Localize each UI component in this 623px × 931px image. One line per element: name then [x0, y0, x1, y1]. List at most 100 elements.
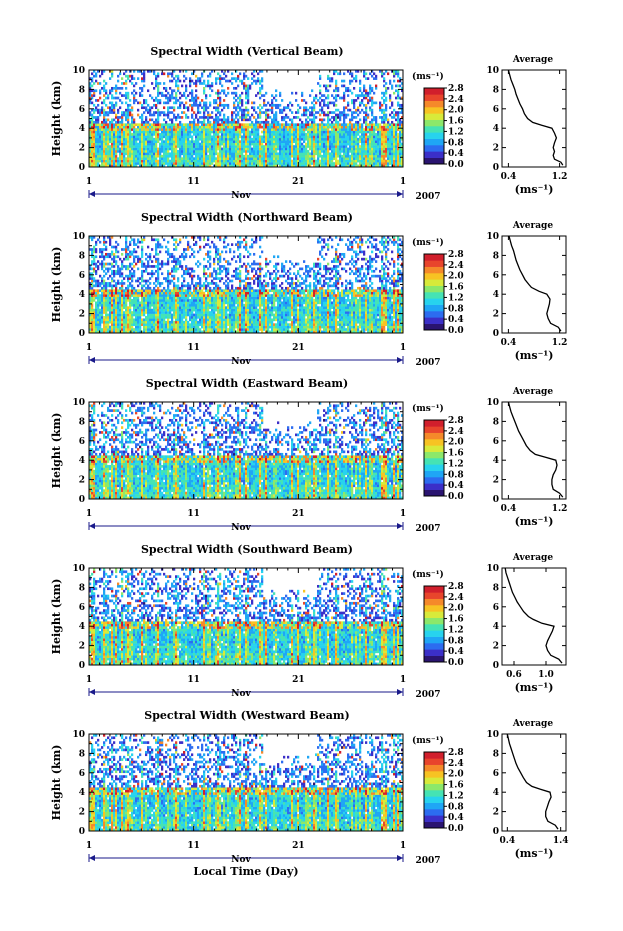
heatmap-cell — [161, 145, 163, 148]
heatmap-cell — [275, 104, 277, 107]
heatmap-cell — [103, 145, 105, 148]
heatmap-cell — [267, 131, 269, 134]
heatmap-cell — [219, 99, 221, 102]
heatmap-cell — [109, 121, 111, 124]
heatmap-cell — [127, 152, 129, 155]
heatmap-cell — [331, 150, 333, 153]
heatmap-cell — [251, 126, 253, 129]
heatmap-cell — [129, 328, 131, 331]
heatmap-cell — [117, 316, 119, 319]
heatmap-cell — [141, 251, 143, 254]
heatmap-cell — [219, 75, 221, 78]
heatmap-cell — [339, 133, 341, 136]
heatmap-cell — [367, 102, 369, 105]
heatmap-cell — [281, 99, 283, 102]
heatmap-cell — [173, 77, 175, 80]
heatmap-cell — [113, 255, 115, 258]
heatmap-cell — [371, 87, 373, 90]
heatmap-cell — [305, 157, 307, 160]
heatmap-cell — [137, 241, 139, 244]
heatmap-cell — [251, 114, 253, 117]
heatmap-cell — [123, 148, 125, 151]
heatmap-cell — [375, 140, 377, 143]
heatmap-cell — [127, 138, 129, 141]
heatmap-cell — [95, 128, 97, 131]
heatmap-cell — [123, 316, 125, 319]
heatmap-cell — [279, 138, 281, 141]
heatmap-cell — [387, 160, 389, 163]
heatmap-cell — [125, 318, 127, 321]
heatmap-cell — [307, 152, 309, 155]
heatmap-cell — [117, 111, 119, 114]
heatmap-cell — [177, 80, 179, 83]
heatmap-cell — [133, 321, 135, 324]
heatmap-cell — [181, 102, 183, 105]
heatmap-cell — [339, 97, 341, 100]
heatmap-cell — [305, 114, 307, 117]
heatmap-cell — [133, 275, 135, 278]
heatmap-cell — [241, 128, 243, 131]
heatmap-cell — [351, 80, 353, 83]
heatmap-cell — [159, 135, 161, 138]
heatmap-cell — [131, 323, 133, 326]
heatmap-cell — [335, 155, 337, 158]
heatmap-cell — [289, 131, 291, 134]
heatmap-cell — [143, 280, 145, 283]
heatmap-cell — [367, 152, 369, 155]
heatmap-cell — [141, 131, 143, 134]
heatmap-cell — [213, 143, 215, 146]
heatmap-cell — [289, 148, 291, 151]
heatmap-cell — [115, 241, 117, 244]
heatmap-cell — [215, 148, 217, 151]
heatmap-cell — [285, 133, 287, 136]
heatmap-cell — [105, 119, 107, 122]
heatmap-cell — [139, 152, 141, 155]
heatmap-cell — [143, 263, 145, 266]
heatmap-cell — [125, 128, 127, 131]
heatmap-cell — [223, 152, 225, 155]
heatmap-cell — [241, 160, 243, 163]
heatmap-cell — [131, 126, 133, 129]
heatmap-cell — [371, 111, 373, 114]
heatmap-cell — [111, 246, 113, 249]
heatmap-cell — [91, 287, 93, 290]
heatmap-cell — [321, 94, 323, 97]
heatmap-cell — [249, 152, 251, 155]
heatmap-cell — [137, 260, 139, 263]
heatmap-cell — [247, 102, 249, 105]
heatmap-cell — [149, 138, 151, 141]
heatmap-cell — [367, 140, 369, 143]
heatmap-cell — [327, 116, 329, 119]
heatmap-cell — [271, 123, 273, 126]
heatmap-cell — [171, 111, 173, 114]
heatmap-cell — [349, 126, 351, 129]
heatmap-cell — [289, 133, 291, 136]
heatmap-cell — [157, 138, 159, 141]
heatmap-cell — [327, 133, 329, 136]
heatmap-cell — [241, 148, 243, 151]
heatmap-cell — [183, 162, 185, 165]
heatmap-cell — [99, 285, 101, 288]
heatmap-cell — [111, 140, 113, 143]
heatmap-cell — [115, 155, 117, 158]
heatmap-cell — [311, 143, 313, 146]
heatmap-cell — [313, 135, 315, 138]
heatmap-cell — [221, 126, 223, 129]
heatmap-cell — [333, 133, 335, 136]
heatmap-cell — [231, 72, 233, 75]
heatmap-cell — [99, 314, 101, 317]
heatmap-cell — [269, 109, 271, 112]
heatmap-cell — [123, 111, 125, 114]
heatmap-cell — [335, 131, 337, 134]
heatmap-cell — [363, 85, 365, 88]
heatmap-cell — [97, 111, 99, 114]
heatmap-cell — [309, 157, 311, 160]
heatmap-cell — [393, 160, 395, 163]
heatmap-cell — [137, 299, 139, 302]
heatmap-cell — [273, 104, 275, 107]
heatmap-cell — [111, 135, 113, 138]
average-title: Average — [512, 55, 553, 65]
heatmap-cell — [343, 80, 345, 83]
heatmap-cell — [235, 135, 237, 138]
heatmap-cell — [313, 116, 315, 119]
